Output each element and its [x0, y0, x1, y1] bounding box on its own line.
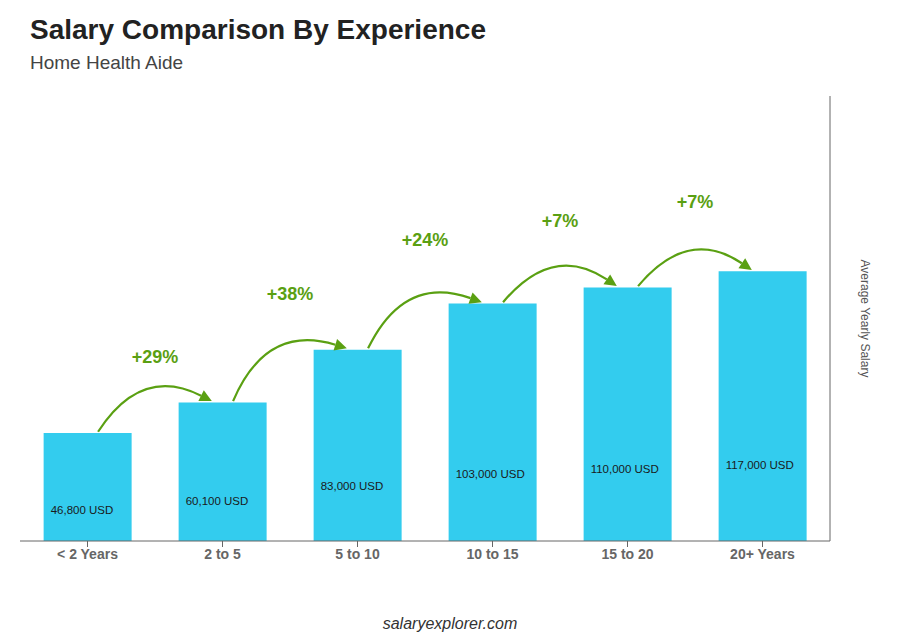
svg-text:117,000 USD: 117,000 USD: [726, 459, 794, 471]
svg-text:Average Yearly Salary: Average Yearly Salary: [858, 260, 872, 378]
html-text:Home Health Aide: Home Health Aide: [30, 52, 184, 73]
svg-text:20+ Years: 20+ Years: [730, 546, 795, 562]
svg-text:60,100 USD: 60,100 USD: [186, 495, 249, 507]
svg-text:+38%: +38%: [267, 284, 314, 304]
html-text:Salary Comparison By Experienc: Salary Comparison By Experience: [30, 14, 486, 45]
svg-text:+7%: +7%: [677, 192, 714, 212]
svg-text:15 to 20: 15 to 20: [601, 546, 653, 562]
svg-text:103,000 USD: 103,000 USD: [456, 468, 525, 480]
svg-text:83,000 USD: 83,000 USD: [321, 480, 384, 492]
svg-text:< 2 Years: < 2 Years: [57, 546, 118, 562]
svg-text:10 to 15: 10 to 15: [466, 546, 518, 562]
svg-text:+29%: +29%: [132, 347, 179, 367]
svg-text:110,000 USD: 110,000 USD: [591, 463, 659, 475]
svg-text:5 to 10: 5 to 10: [335, 546, 380, 562]
html-text:salaryexplorer.com: salaryexplorer.com: [382, 615, 518, 632]
svg-text:2 to 5: 2 to 5: [204, 546, 241, 562]
svg-text:+24%: +24%: [402, 230, 449, 250]
svg-text:46,800 USD: 46,800 USD: [51, 504, 114, 516]
svg-text:+7%: +7%: [542, 211, 579, 231]
